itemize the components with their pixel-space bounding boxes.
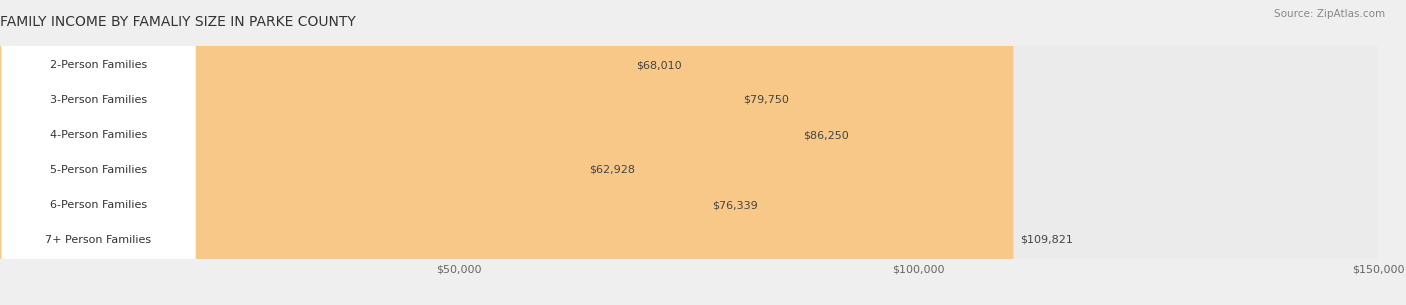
FancyBboxPatch shape	[1, 0, 195, 305]
FancyBboxPatch shape	[1, 0, 195, 305]
FancyBboxPatch shape	[1, 0, 195, 305]
Text: 2-Person Families: 2-Person Families	[49, 60, 148, 70]
FancyBboxPatch shape	[1, 0, 195, 305]
Text: FAMILY INCOME BY FAMALIY SIZE IN PARKE COUNTY: FAMILY INCOME BY FAMALIY SIZE IN PARKE C…	[0, 15, 356, 29]
FancyBboxPatch shape	[0, 0, 582, 305]
FancyBboxPatch shape	[0, 0, 797, 305]
Text: $68,010: $68,010	[636, 60, 682, 70]
FancyBboxPatch shape	[1, 0, 195, 305]
Text: $76,339: $76,339	[713, 200, 758, 210]
FancyBboxPatch shape	[1, 0, 195, 305]
Text: Source: ZipAtlas.com: Source: ZipAtlas.com	[1274, 9, 1385, 19]
Text: $109,821: $109,821	[1019, 235, 1073, 245]
Text: 4-Person Families: 4-Person Families	[49, 130, 148, 140]
Text: 6-Person Families: 6-Person Families	[51, 200, 148, 210]
FancyBboxPatch shape	[0, 0, 737, 305]
Text: 7+ Person Families: 7+ Person Families	[45, 235, 152, 245]
FancyBboxPatch shape	[0, 0, 630, 305]
Text: 5-Person Families: 5-Person Families	[51, 165, 148, 175]
FancyBboxPatch shape	[0, 0, 706, 305]
Text: 3-Person Families: 3-Person Families	[51, 95, 148, 105]
Text: $62,928: $62,928	[589, 165, 636, 175]
Text: $79,750: $79,750	[744, 95, 790, 105]
Text: $86,250: $86,250	[803, 130, 849, 140]
FancyBboxPatch shape	[0, 0, 1014, 305]
